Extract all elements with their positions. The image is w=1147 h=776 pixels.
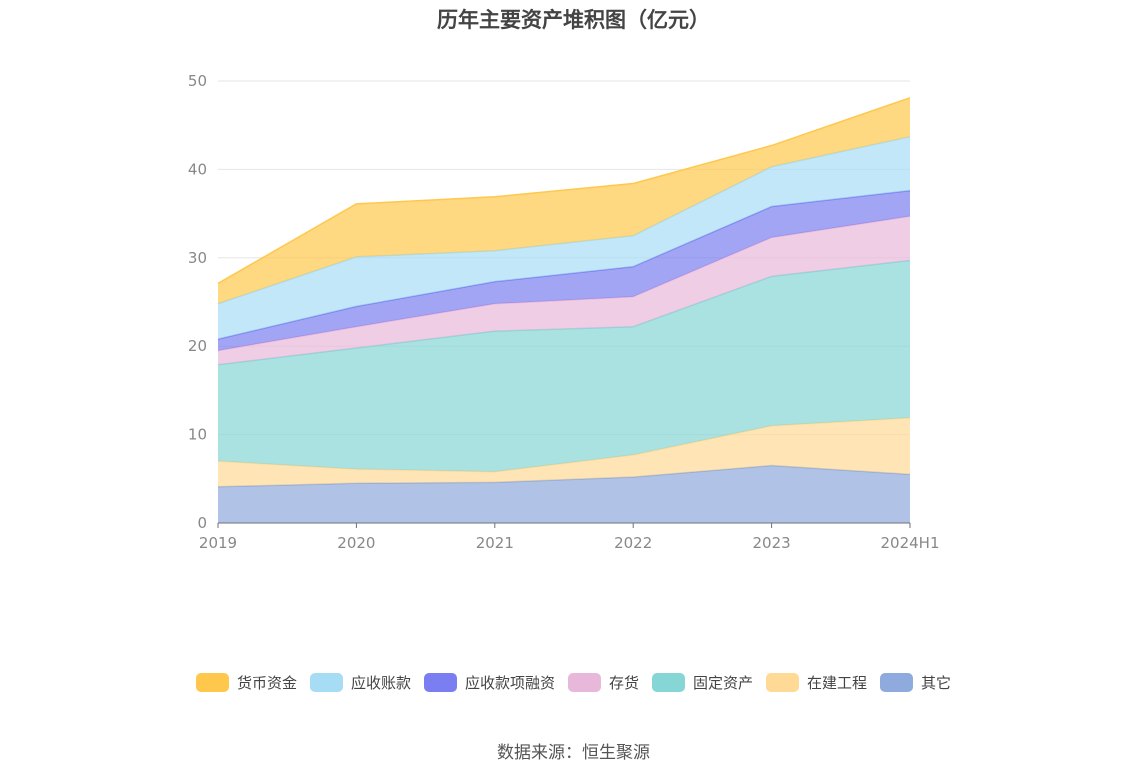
legend-item-2[interactable]: 应收款项融资 [423,672,555,693]
x-tick-label-4: 2023 [753,534,791,552]
chart-legend: 货币资金 应收账款 应收款项融资 存货 固定资产 在建工程 其它 [0,672,1147,693]
legend-label: 固定资产 [693,674,754,692]
x-tick-label-0: 2019 [199,534,237,552]
legend-label: 其它 [921,674,952,692]
legend-label: 存货 [608,674,639,692]
legend-swatch [423,673,457,692]
legend-label: 在建工程 [807,674,868,692]
area-series-2 [218,260,910,472]
area-series-4 [218,190,910,351]
legend-swatch [309,673,343,692]
legend-swatch [652,673,685,692]
stacked-area-chart: 0 10 20 30 40 50 2019 2020 2021 2022 2023 2024H1 [188,72,940,552]
legend-swatch [567,673,601,692]
area-series-0 [218,465,910,523]
legend-item-0[interactable]: 货币资金 [195,672,297,693]
legend-label: 应收款项融资 [464,674,555,692]
y-tick-label-2: 20 [188,337,207,355]
legend-item-1[interactable]: 应收账款 [309,672,411,693]
area-series-3 [218,216,910,365]
area-line-5 [217,135,911,305]
area-series-1 [218,417,910,487]
area-line-6 [217,97,911,285]
legend-label: 应收账款 [350,674,411,692]
legend-swatch [195,673,229,692]
y-tick-label-3: 30 [188,249,207,267]
legend-swatch [880,673,914,692]
area-series-5 [218,136,910,340]
legend-item-4[interactable]: 固定资产 [652,672,753,693]
y-tick-label-4: 40 [188,160,207,178]
y-tick-label-1: 10 [188,426,207,444]
y-tick-label-5: 50 [188,72,207,90]
x-tick-label-5: 2024H1 [881,534,940,552]
x-tick-label-1: 2020 [337,534,375,552]
legend-label: 货币资金 [236,674,297,692]
chart-title: 历年主要资产堆积图（亿元） [437,8,710,32]
source-note: 数据来源：恒生聚源 [497,743,650,763]
y-tick-label-0: 0 [197,514,207,532]
legend-swatch [766,673,800,692]
legend-item-5[interactable]: 在建工程 [766,672,867,693]
legend-item-3[interactable]: 存货 [567,672,639,693]
x-tick-label-2: 2021 [476,534,514,552]
x-tick-label-3: 2022 [614,534,652,552]
area-series-6 [218,97,910,304]
legend-item-6[interactable]: 其它 [880,672,951,693]
